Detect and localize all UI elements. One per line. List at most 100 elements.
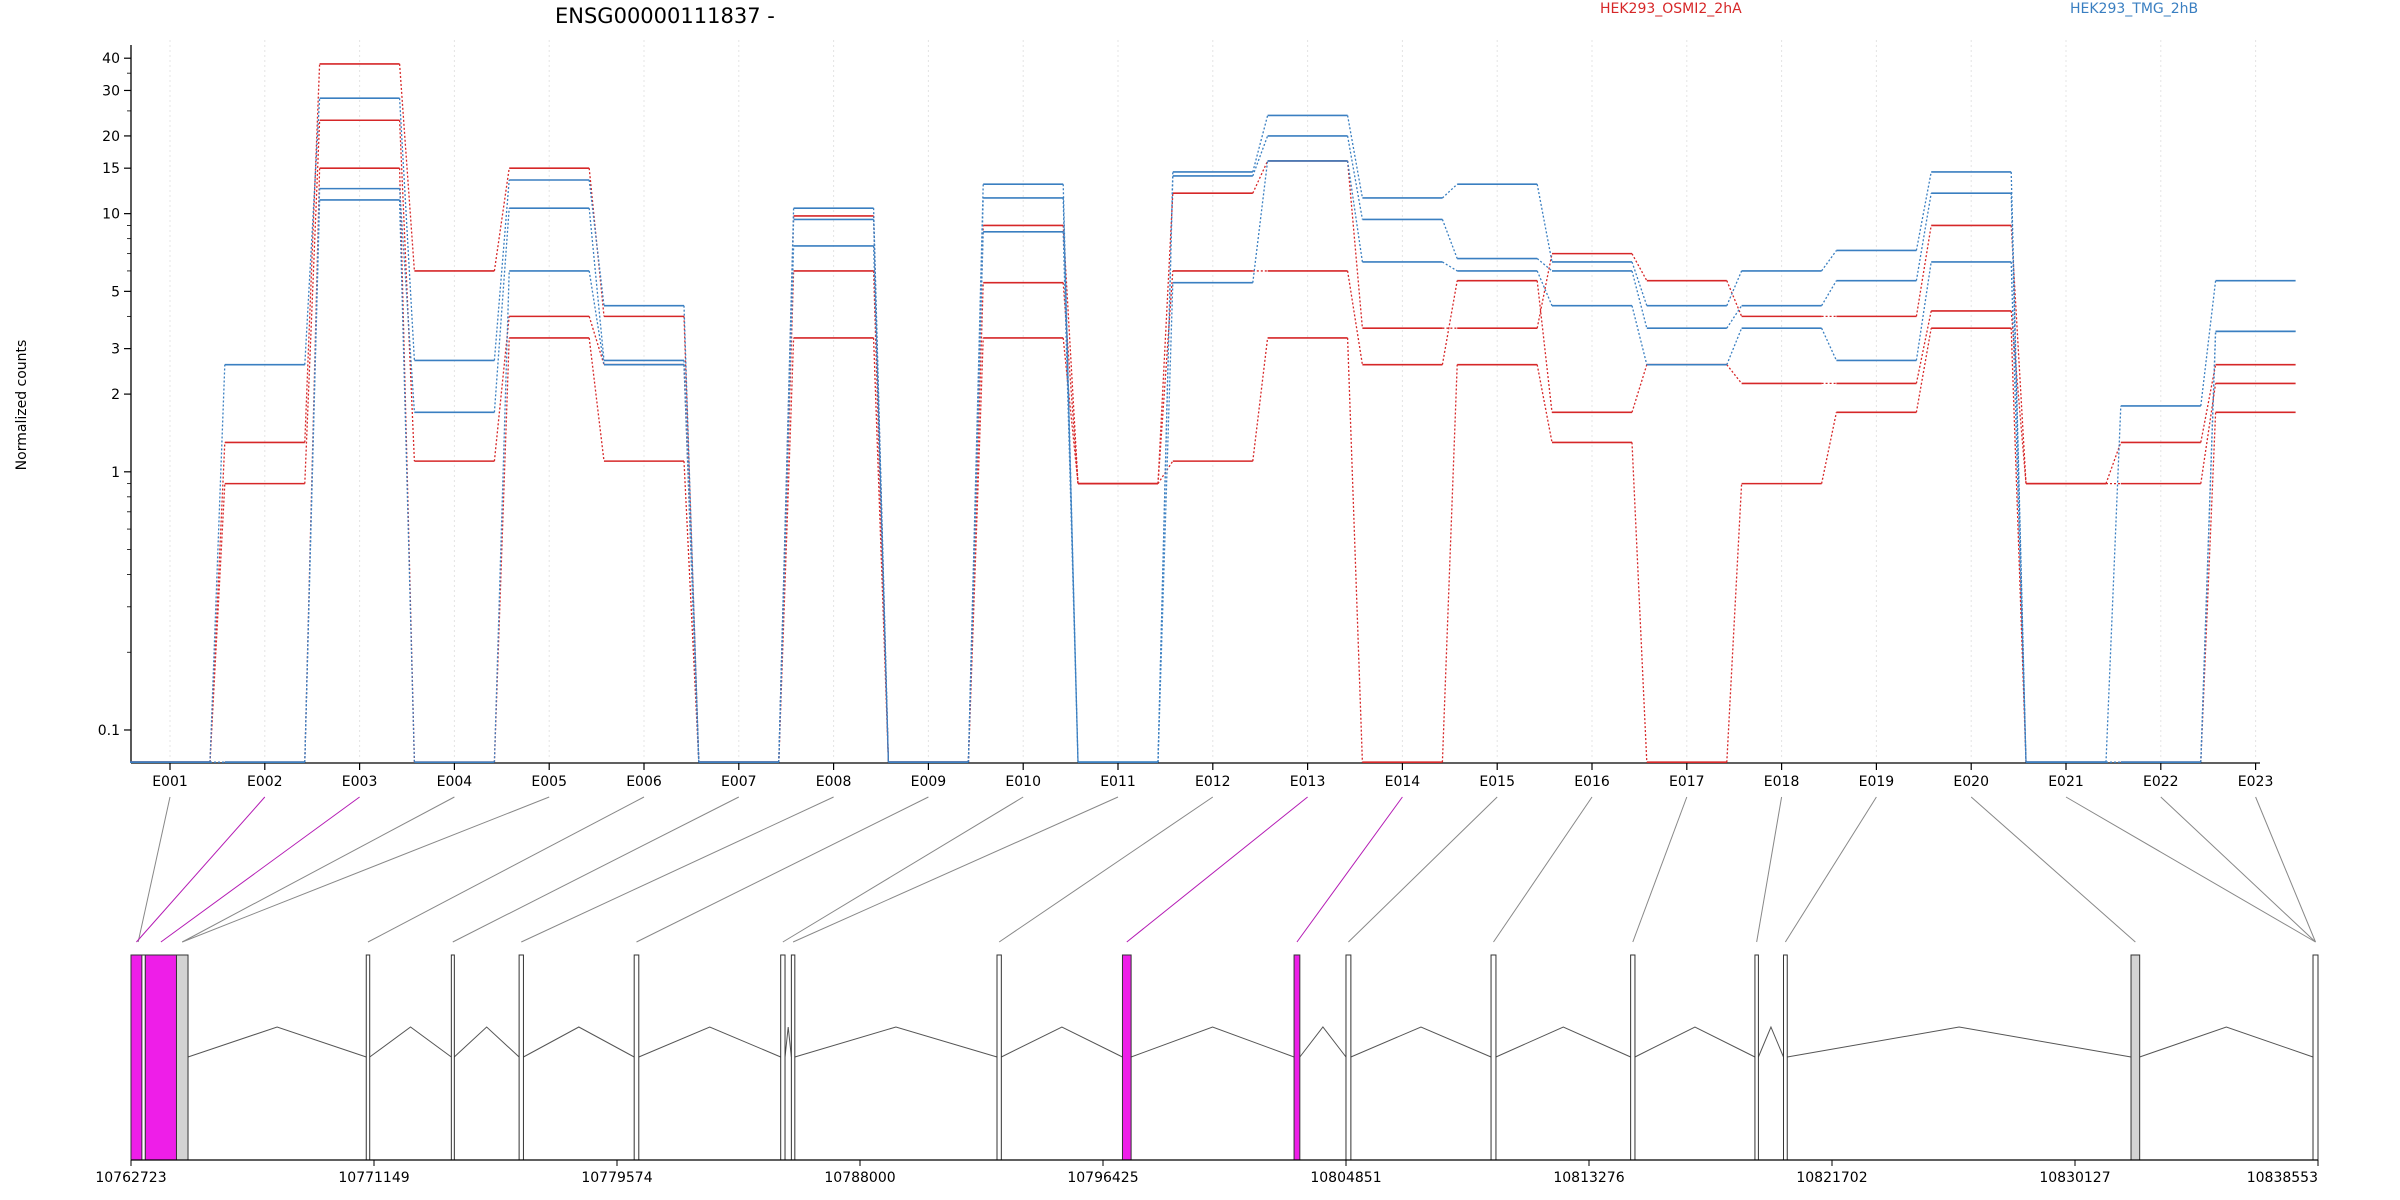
series-connector xyxy=(1062,225,1079,484)
series-connector xyxy=(1441,219,1458,259)
intron-line xyxy=(1130,1026,1295,1058)
intron-line xyxy=(1299,1026,1347,1058)
intron-line xyxy=(638,1026,781,1058)
series-connector xyxy=(2200,383,2217,484)
series-6 xyxy=(130,160,2296,764)
series-connector xyxy=(1631,442,1648,763)
series-connector xyxy=(1631,270,1648,329)
exon-e014 xyxy=(1293,954,1301,1161)
series-connector xyxy=(1062,337,1079,484)
intron-line xyxy=(1787,1026,2132,1058)
x-tick-label: E022 xyxy=(2143,774,2179,790)
y-tick-label: 0.1 xyxy=(98,723,120,739)
series-connector xyxy=(1536,258,1553,272)
exon-e004-e005 xyxy=(175,954,189,1161)
series-connector xyxy=(304,199,321,763)
x-tick-label: E020 xyxy=(1953,774,1989,790)
exon-e021-e022-e023 xyxy=(2312,954,2319,1161)
series-connector xyxy=(1252,115,1269,173)
series-connector xyxy=(493,208,510,413)
series-connector xyxy=(588,208,605,361)
connector-e021 xyxy=(2065,796,2316,943)
intron-line xyxy=(523,1026,635,1058)
connector-e016 xyxy=(1493,796,1593,943)
series-connector xyxy=(1821,250,1837,272)
exon-e002 xyxy=(130,954,143,1161)
series-connector xyxy=(1346,160,1364,263)
series-connector xyxy=(1726,364,1743,384)
series-connector xyxy=(1915,193,1932,281)
series-connector xyxy=(398,199,416,763)
series-connector xyxy=(1726,270,1743,306)
gene-model xyxy=(130,954,2319,1161)
intron-line xyxy=(1634,1026,1756,1058)
series-connector xyxy=(967,231,984,763)
y-tick-label: 20 xyxy=(102,129,120,145)
exon-e013 xyxy=(1121,954,1132,1161)
series-connector xyxy=(493,168,510,272)
x-tick-label: E006 xyxy=(626,774,662,790)
connector-e014 xyxy=(1296,796,1403,943)
series-connector xyxy=(209,364,226,763)
series-connector xyxy=(1821,280,1837,307)
series-connector xyxy=(2200,364,2217,443)
connector-e018 xyxy=(1756,796,1783,943)
x-tick-label: E009 xyxy=(911,774,947,790)
series-connector xyxy=(1631,364,1648,413)
genomic-tick-label: 10821702 xyxy=(1796,1170,1867,1186)
genomic-tick-label: 10804851 xyxy=(1310,1170,1381,1186)
series-connector xyxy=(304,188,321,763)
connector-e001 xyxy=(137,796,171,943)
intron-line xyxy=(187,1026,367,1058)
series-connector xyxy=(2010,225,2027,484)
x-tick-label: E023 xyxy=(2238,774,2274,790)
exon-e011 xyxy=(790,954,796,1161)
genomic-tick-label: 10830127 xyxy=(2039,1170,2110,1186)
genomic-tick-label: 10771149 xyxy=(338,1170,409,1186)
series-connector xyxy=(209,483,226,763)
connector-e015 xyxy=(1348,796,1498,943)
series-connector xyxy=(1821,327,1837,361)
legend: HEK293_OSMI2_2hA HEK293_TMG_2hB xyxy=(1600,1,2198,17)
exon-e012 xyxy=(996,954,1002,1161)
intron-line xyxy=(1001,1026,1123,1058)
series-lines xyxy=(130,63,2296,764)
series-connector xyxy=(2010,171,2027,763)
series-connector xyxy=(398,188,416,413)
y-tick-label: 2 xyxy=(111,387,120,403)
series-connector xyxy=(1157,270,1174,484)
intron-line xyxy=(1757,1025,1784,1058)
x-tick-label: E011 xyxy=(1100,774,1136,790)
exon-connectors xyxy=(136,796,2316,943)
series-connector xyxy=(1441,280,1458,365)
connector-e019 xyxy=(1784,796,1877,943)
series-connector xyxy=(588,168,605,317)
series-connector xyxy=(1346,337,1364,763)
connector-e007 xyxy=(452,796,740,943)
exon-e009 xyxy=(633,954,640,1161)
series-connector xyxy=(304,98,321,365)
chart-title: ENSG00000111837 - xyxy=(555,4,775,28)
series-connector xyxy=(2200,280,2217,406)
x-tick-label: E014 xyxy=(1385,774,1421,790)
connector-e010 xyxy=(782,796,1024,943)
connector-e022 xyxy=(2160,796,2316,943)
series-connector xyxy=(1252,160,1269,283)
x-tick-label: E016 xyxy=(1574,774,1610,790)
series-connector xyxy=(1062,231,1079,763)
series-connector xyxy=(398,63,416,271)
connector-e004 xyxy=(182,796,455,943)
series-connector xyxy=(1820,412,1838,484)
series-connector xyxy=(1157,193,1174,484)
connector-e023 xyxy=(2255,796,2316,943)
genomic-tick-label: 10779574 xyxy=(581,1170,652,1186)
intron-line xyxy=(453,1026,520,1058)
series-connector xyxy=(1157,175,1174,763)
exon-e019 xyxy=(1782,954,1788,1161)
connector-e009 xyxy=(636,796,929,943)
connector-e013 xyxy=(1126,796,1308,943)
y-axis-ticks: 0.1 1 2 3 5 10 15 20 30 40 xyxy=(98,51,131,739)
series-connector xyxy=(1631,253,1648,281)
series-connector xyxy=(1441,364,1458,763)
exon-e006 xyxy=(365,954,371,1161)
